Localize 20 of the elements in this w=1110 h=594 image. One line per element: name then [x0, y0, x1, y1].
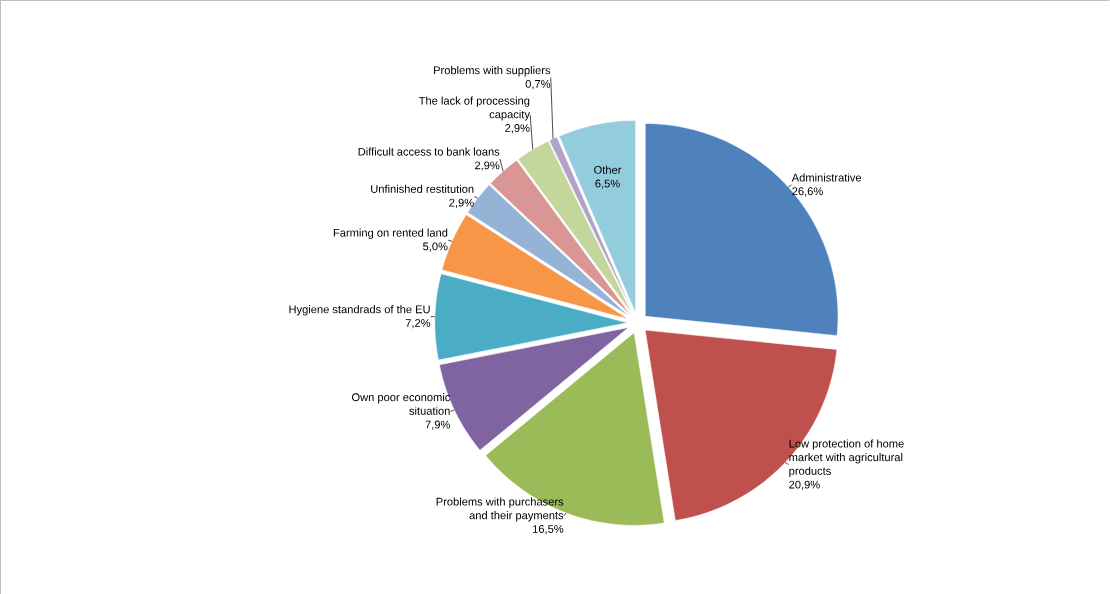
data-label: 6,5% — [595, 179, 620, 189]
data-label: 2,9% — [449, 198, 474, 208]
slice-label: Problems with suppliers — [434, 65, 551, 77]
slice-label: Own poor economic situation — [352, 392, 451, 415]
data-label: 7,9% — [425, 420, 450, 430]
data-label: 2,9% — [474, 161, 500, 171]
data-label: 5,0% — [423, 242, 448, 252]
data-label: 26,6% — [792, 187, 823, 197]
slice-label: Difficult access to bank loans — [358, 147, 500, 156]
data-label: 0,7% — [525, 79, 551, 89]
slice-label: The lack of processing capacity — [418, 96, 530, 121]
slice-label: Unfinished restitution — [371, 184, 474, 193]
slice-label: Hygiene standrads of the EU — [289, 304, 430, 316]
data-label: 2,9% — [505, 123, 530, 134]
data-label: 16,5% — [532, 524, 564, 534]
data-label: 7,2% — [405, 318, 431, 328]
slice-label: Administrative — [791, 173, 862, 182]
data-label: 20,9% — [789, 480, 820, 490]
slice-label: Farming on rented land — [333, 228, 448, 239]
slice-label: Other — [594, 165, 622, 174]
